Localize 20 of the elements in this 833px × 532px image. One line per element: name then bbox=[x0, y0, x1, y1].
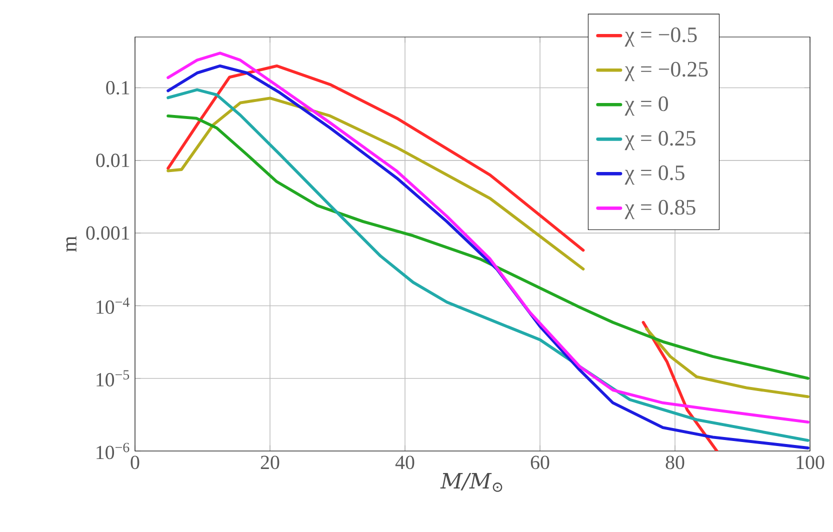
x-tick-label: 60 bbox=[530, 456, 550, 470]
y-tick-label: 10$^{−4}$ bbox=[96, 298, 130, 314]
legend-label: χ = −0.5 bbox=[624, 27, 697, 47]
legend-label: χ = 0.25 bbox=[624, 130, 696, 150]
x-tick-label: 40 bbox=[395, 456, 414, 470]
legend-label: χ = 0.85 bbox=[624, 200, 696, 220]
y-tick-label: 10$^{−5}$ bbox=[96, 370, 130, 386]
x-tick-label: 20 bbox=[260, 456, 280, 470]
x-tick-label: 80 bbox=[666, 456, 684, 470]
y-axis-title: m bbox=[66, 236, 76, 252]
y-tick-label: 0.01 bbox=[96, 154, 130, 168]
y-tick-label: 0.001 bbox=[86, 226, 130, 240]
x-tick-label: 0 bbox=[130, 456, 140, 470]
y-tick-label: 0.1 bbox=[106, 81, 130, 95]
x-tick-label: 100 bbox=[796, 456, 824, 470]
legend-label: χ = 0.5 bbox=[624, 165, 684, 185]
x-axis-title: M/M$_{⊙}$ bbox=[440, 472, 502, 492]
legend-label: χ = 0 bbox=[624, 96, 668, 116]
y-tick-label: 10$^{−6}$ bbox=[96, 442, 130, 460]
legend-label: χ = −0.25 bbox=[624, 62, 708, 82]
